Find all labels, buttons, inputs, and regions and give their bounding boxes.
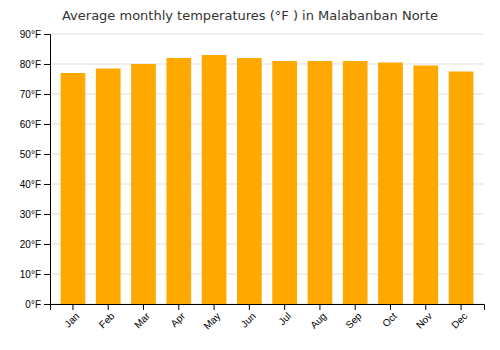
x-tick-label: Feb bbox=[97, 310, 117, 330]
y-tick-mark bbox=[44, 214, 50, 215]
chart: 0°F 10°F 20°F 30°F 40°F 50°F 60°F 70°F 80°F 90°F J… bbox=[0, 0, 500, 350]
x-tick-label: Aug bbox=[308, 310, 328, 330]
y-tick-mark bbox=[44, 184, 50, 185]
y-axis-line bbox=[44, 35, 51, 305]
x-tick-label: Dec bbox=[449, 310, 469, 330]
x-tick: Apr bbox=[168, 304, 187, 329]
y-tick: 0°F bbox=[25, 299, 50, 310]
y-tick-mark bbox=[44, 94, 50, 95]
y-tick-mark bbox=[44, 274, 50, 275]
y-tick-label: 90°F bbox=[20, 29, 41, 40]
y-tick-label: 0°F bbox=[25, 299, 41, 310]
y-tick-label: 60°F bbox=[20, 119, 41, 130]
x-tick-label: Jul bbox=[276, 310, 293, 327]
y-tick-mark bbox=[44, 124, 50, 125]
x-tick-label: Mar bbox=[132, 310, 152, 330]
x-tick-mark bbox=[390, 304, 391, 310]
x-tick: Jun bbox=[239, 304, 258, 330]
x-tick: Oct bbox=[380, 304, 399, 329]
x-tick: Sep bbox=[343, 304, 364, 331]
bar bbox=[343, 61, 368, 304]
bar bbox=[237, 58, 262, 304]
x-tick-mark bbox=[178, 304, 179, 310]
bars bbox=[61, 55, 474, 304]
grid-line bbox=[50, 64, 484, 65]
y-tick-label: 20°F bbox=[20, 239, 41, 250]
y-tick: 60°F bbox=[20, 119, 50, 130]
bar bbox=[96, 69, 121, 305]
y-tick-mark bbox=[44, 34, 50, 35]
x-tick-mark bbox=[108, 304, 109, 310]
bar bbox=[202, 55, 227, 304]
plot: 0°F 10°F 20°F 30°F 40°F 50°F 60°F 70°F 80°F 90°F J… bbox=[20, 29, 485, 332]
bar bbox=[272, 61, 297, 304]
x-tick-label: Sep bbox=[343, 310, 364, 331]
x-tick-mark bbox=[214, 304, 215, 310]
y-tick-mark bbox=[44, 244, 50, 245]
y-tick: 90°F bbox=[20, 29, 50, 40]
x-tick-mark bbox=[355, 304, 356, 310]
y-tick: 30°F bbox=[20, 209, 50, 220]
x-tick-mark bbox=[284, 304, 285, 310]
bar bbox=[449, 72, 474, 305]
y-axis: 0°F 10°F 20°F 30°F 40°F 50°F 60°F 70°F 80°F 90°F bbox=[20, 29, 51, 310]
x-tick: Aug bbox=[308, 304, 328, 331]
x-tick-mark bbox=[319, 304, 320, 310]
x-tick: Jul bbox=[276, 304, 293, 327]
x-tick-mark bbox=[72, 304, 73, 310]
bar bbox=[413, 66, 438, 305]
y-tick: 40°F bbox=[20, 179, 50, 190]
x-tick: Feb bbox=[97, 304, 117, 330]
x-tick-mark bbox=[143, 304, 144, 310]
x-tick-mark bbox=[249, 304, 250, 310]
x-tick-mark bbox=[425, 304, 426, 310]
grid bbox=[50, 34, 484, 304]
y-tick-label: 30°F bbox=[20, 209, 41, 220]
y-tick-label: 70°F bbox=[20, 89, 41, 100]
bar bbox=[131, 64, 156, 304]
grid-line bbox=[50, 34, 484, 35]
bar bbox=[61, 73, 86, 304]
x-tick-label: Jan bbox=[62, 310, 81, 329]
x-tick-label: May bbox=[201, 310, 222, 331]
y-tick-label: 40°F bbox=[20, 179, 41, 190]
y-tick-mark bbox=[44, 154, 50, 155]
x-tick: Jan bbox=[62, 304, 81, 330]
y-tick: 10°F bbox=[20, 269, 50, 280]
x-tick-label: Oct bbox=[380, 310, 399, 329]
x-tick: Mar bbox=[132, 304, 152, 330]
x-tick-label: Nov bbox=[414, 310, 434, 330]
y-tick: 20°F bbox=[20, 239, 50, 250]
x-tick: Nov bbox=[414, 304, 434, 331]
bar bbox=[308, 61, 333, 304]
y-tick-mark bbox=[44, 304, 50, 305]
bar bbox=[166, 58, 191, 304]
y-tick: 50°F bbox=[20, 149, 50, 160]
y-tick-label: 50°F bbox=[20, 149, 41, 160]
x-axis: Jan Feb Mar Apr May Jun Jul Aug Sep Oct Nov Dec bbox=[51, 304, 485, 332]
x-tick: May bbox=[201, 304, 222, 332]
x-tick-mark bbox=[461, 304, 462, 310]
bar bbox=[378, 63, 403, 305]
y-tick: 80°F bbox=[20, 59, 50, 70]
y-tick-mark bbox=[44, 64, 50, 65]
title: Average monthly temperatures (°F ) in Ma… bbox=[62, 8, 438, 23]
x-tick-label: Jun bbox=[239, 310, 258, 329]
y-tick-label: 10°F bbox=[20, 269, 41, 280]
y-tick: 70°F bbox=[20, 89, 50, 100]
x-axis-line bbox=[51, 305, 485, 311]
x-tick: Dec bbox=[449, 304, 469, 331]
y-tick-label: 80°F bbox=[20, 59, 41, 70]
x-tick-label: Apr bbox=[168, 310, 187, 329]
